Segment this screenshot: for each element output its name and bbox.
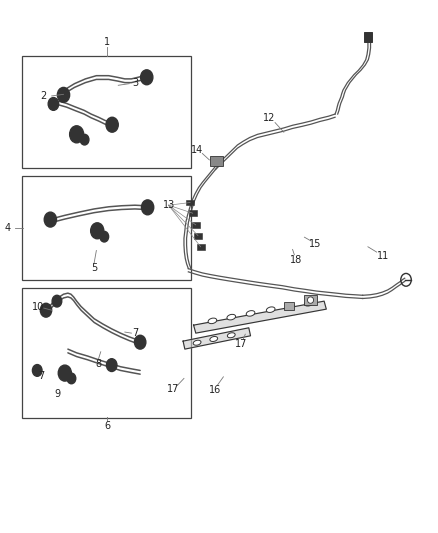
Circle shape xyxy=(91,223,104,239)
Circle shape xyxy=(32,365,42,376)
Bar xyxy=(284,302,294,310)
Text: 5: 5 xyxy=(91,263,97,272)
Bar xyxy=(364,32,372,42)
Ellipse shape xyxy=(307,297,314,303)
Ellipse shape xyxy=(304,301,313,306)
Text: 12: 12 xyxy=(263,114,276,123)
Ellipse shape xyxy=(208,318,217,324)
Polygon shape xyxy=(194,301,326,333)
Text: 13: 13 xyxy=(162,200,175,210)
Circle shape xyxy=(70,126,84,143)
FancyBboxPatch shape xyxy=(189,210,197,216)
Text: 1: 1 xyxy=(104,37,110,47)
Circle shape xyxy=(100,231,109,242)
Circle shape xyxy=(67,373,76,384)
Circle shape xyxy=(106,359,117,372)
Ellipse shape xyxy=(246,311,255,316)
Text: 11: 11 xyxy=(377,251,389,261)
Polygon shape xyxy=(183,328,251,349)
Ellipse shape xyxy=(227,314,236,320)
Text: 15: 15 xyxy=(309,239,321,248)
Bar xyxy=(22,176,191,280)
Ellipse shape xyxy=(210,336,218,342)
Text: 14: 14 xyxy=(191,146,203,155)
FancyBboxPatch shape xyxy=(194,232,202,238)
FancyBboxPatch shape xyxy=(186,199,194,205)
Bar xyxy=(304,295,317,305)
Ellipse shape xyxy=(227,333,235,338)
Text: 7: 7 xyxy=(39,371,45,381)
Text: 4: 4 xyxy=(5,223,11,233)
Ellipse shape xyxy=(193,340,201,345)
Bar xyxy=(210,156,223,166)
Text: 7: 7 xyxy=(133,328,139,338)
Bar xyxy=(22,288,191,418)
Circle shape xyxy=(52,295,62,307)
Circle shape xyxy=(141,70,153,85)
Text: 9: 9 xyxy=(54,390,60,399)
FancyBboxPatch shape xyxy=(192,222,200,228)
Text: 17: 17 xyxy=(235,339,247,349)
Circle shape xyxy=(57,87,70,102)
Text: 3: 3 xyxy=(133,78,139,87)
Text: 16: 16 xyxy=(208,385,221,395)
Circle shape xyxy=(48,98,59,110)
Text: 8: 8 xyxy=(95,359,102,368)
Ellipse shape xyxy=(286,304,294,309)
Circle shape xyxy=(141,200,154,215)
Text: 2: 2 xyxy=(40,91,46,101)
Circle shape xyxy=(44,212,57,227)
Circle shape xyxy=(134,335,146,349)
FancyBboxPatch shape xyxy=(197,244,205,249)
Text: 6: 6 xyxy=(104,422,110,431)
Text: 10: 10 xyxy=(32,302,44,312)
Text: 17: 17 xyxy=(167,384,179,394)
Ellipse shape xyxy=(266,307,275,312)
Circle shape xyxy=(40,303,52,317)
Text: 18: 18 xyxy=(290,255,302,264)
Circle shape xyxy=(106,117,118,132)
Bar xyxy=(22,56,191,168)
Circle shape xyxy=(80,134,89,145)
Circle shape xyxy=(58,365,71,381)
